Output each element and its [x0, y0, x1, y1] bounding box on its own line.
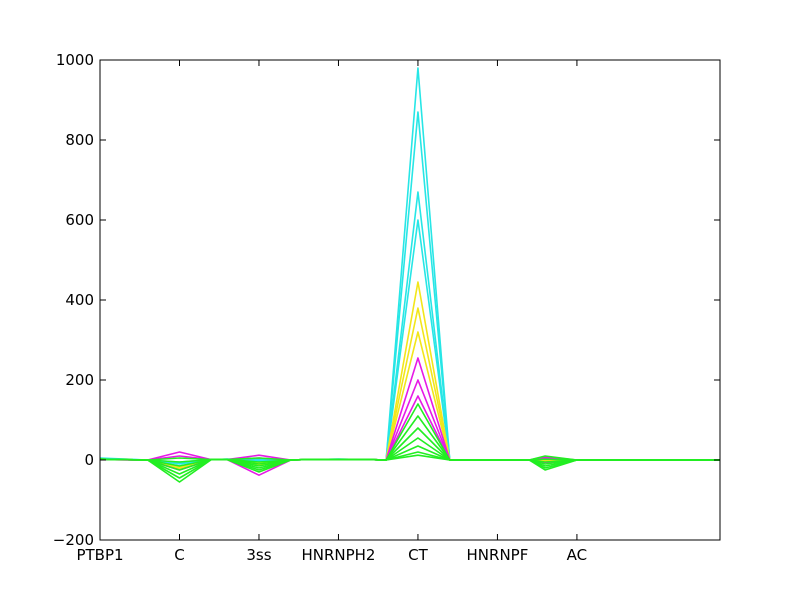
x-axis-ticks: PTBP1 C 3ss HNRNPH2 CT HNRNPF AC [76, 60, 587, 564]
x-tick-label: PTBP1 [76, 546, 123, 564]
y-tick-label: 200 [65, 371, 94, 389]
x-tick-label: HNRNPH2 [301, 546, 375, 564]
series-line-12 [99, 427, 720, 475]
y-tick-label: 800 [65, 131, 94, 149]
y-tick-label: 1000 [56, 51, 94, 69]
series-layer [99, 67, 720, 483]
series-line-4 [99, 281, 720, 469]
x-tick-label: CT [408, 546, 428, 564]
y-tick-label: 0 [84, 451, 94, 469]
plot-frame [99, 59, 721, 541]
x-tick-label: 3ss [246, 546, 271, 564]
x-tick-label: AC [567, 546, 587, 564]
y-tick-label: −200 [53, 531, 94, 549]
x-tick-label: HNRNPF [467, 546, 529, 564]
y-tick-label: 400 [65, 291, 94, 309]
x-tick-label: C [174, 546, 184, 564]
y-axis-ticks: −200 0 200 400 600 800 1000 [53, 51, 720, 549]
series-line-16 [99, 454, 720, 463]
y-tick-label: 600 [65, 211, 94, 229]
series-line-7 [99, 357, 720, 461]
